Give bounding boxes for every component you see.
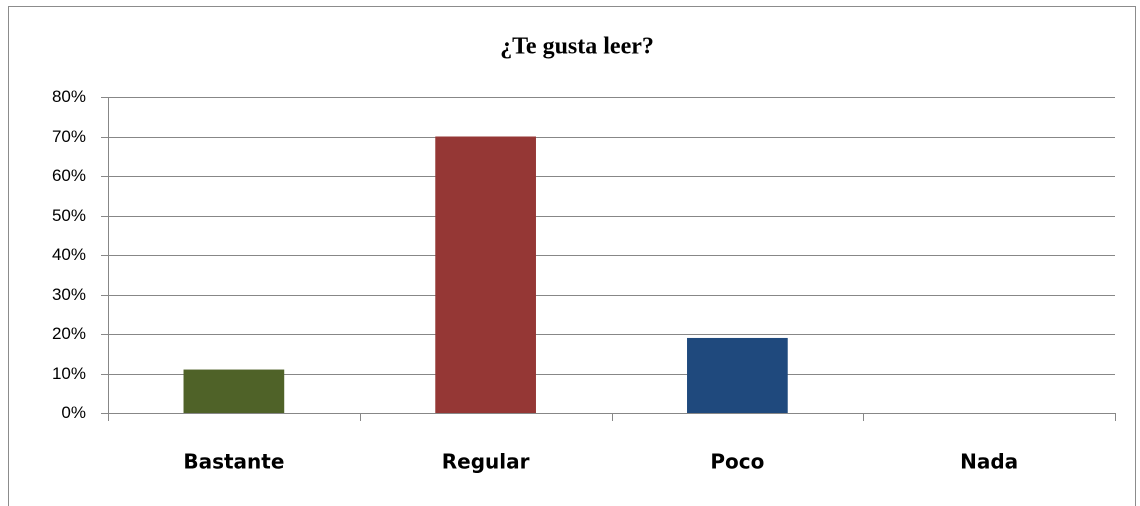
y-tick-label: 30% [52, 285, 86, 304]
bar [687, 337, 788, 413]
chart-border [8, 6, 1136, 506]
bar [183, 369, 285, 413]
y-tick-label: 10% [52, 364, 86, 383]
y-tick-label: 50% [52, 206, 86, 225]
y-tick-label: 80% [52, 87, 86, 106]
chart-title: ¿Te gusta leer? [500, 34, 654, 60]
x-tick-label: Bastante [183, 450, 284, 474]
y-tick-label: 40% [52, 245, 86, 264]
x-tick-label: Regular [442, 450, 530, 474]
y-tick-label: 60% [52, 166, 86, 185]
x-tick-label: Poco [710, 450, 764, 474]
y-tick-label: 70% [52, 127, 86, 146]
y-tick-label: 0% [61, 403, 86, 422]
y-tick-label: 20% [52, 324, 86, 343]
bar [435, 136, 536, 413]
x-tick-label: Nada [960, 450, 1018, 474]
